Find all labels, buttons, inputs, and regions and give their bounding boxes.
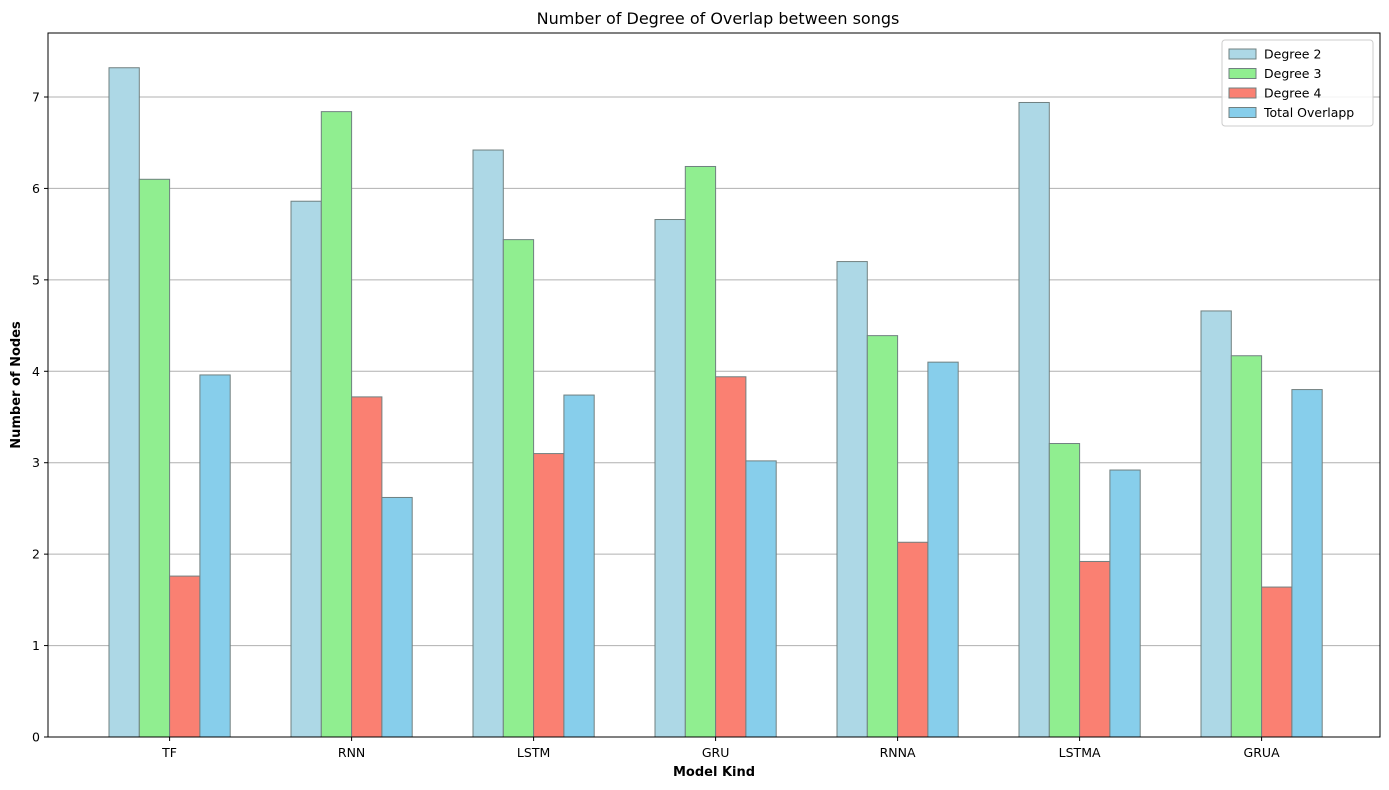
bar-lstma-series-4	[1109, 469, 1141, 738]
y-tick-label: 2	[32, 547, 40, 562]
bars	[108, 67, 1323, 738]
x-tick-label-gru: GRU	[702, 745, 730, 760]
legend-swatch-1	[1228, 48, 1257, 60]
x-tick-label-rnn: RNN	[338, 745, 365, 760]
bar-rnna-series-4	[927, 361, 959, 738]
bar-rnn-series-4	[381, 496, 413, 738]
bar-tf-series-3	[169, 575, 201, 738]
bar-tf-series-2	[138, 178, 171, 738]
bar-gru-series-4	[745, 460, 777, 738]
legend-frame	[1221, 39, 1374, 127]
bar-rnn-series-1	[290, 200, 322, 738]
chart-title: Number of Degree of Overlap between song…	[537, 9, 900, 28]
x-tick-label-rnna: RNNA	[880, 745, 916, 760]
bar-grua-series-3	[1261, 586, 1293, 738]
bar-rnna-series-1	[836, 261, 868, 738]
bar-lstma-series-2	[1048, 443, 1081, 738]
bar-lstm-series-4	[563, 394, 595, 738]
legend: Degree 2 Degree 3 Degree 4 Total Overlapp	[1221, 39, 1374, 127]
y-axis-label: Number of Nodes	[9, 321, 24, 449]
bar-gru-series-3	[715, 376, 747, 738]
bar-gru-series-1	[654, 219, 686, 738]
x-tick-label-grua: GRUA	[1244, 745, 1281, 760]
bar-lstma-series-3	[1079, 560, 1111, 738]
x-tick-label-lstma: LSTMA	[1059, 745, 1101, 760]
bar-lstm-series-3	[533, 453, 565, 738]
bar-lstm-series-1	[472, 149, 504, 738]
y-tick-label: 4	[32, 364, 40, 379]
plot-frame	[47, 32, 1381, 738]
legend-label-1: Degree 2	[1264, 47, 1321, 62]
legend-swatch-3	[1228, 87, 1257, 99]
legend-swatch-2	[1228, 68, 1257, 79]
bar-rnna-series-2	[866, 335, 899, 738]
bar-tf-series-1	[108, 67, 140, 738]
y-tick-label: 3	[32, 455, 40, 470]
bar-rnn-series-3	[351, 396, 383, 738]
bar-grua-series-4	[1291, 389, 1323, 738]
bar-grua-series-2	[1230, 355, 1263, 738]
bar-lstm-series-2	[502, 239, 535, 738]
bar-tf-series-4	[199, 374, 231, 738]
bar-grua-series-1	[1200, 310, 1232, 738]
y-tick-label: 6	[32, 181, 40, 196]
y-tick-label: 5	[32, 272, 40, 287]
legend-swatch-4	[1228, 107, 1257, 118]
x-axis-label: Model Kind	[673, 765, 755, 780]
bar-lstma-series-1	[1018, 101, 1050, 738]
legend-label-2: Degree 3	[1264, 66, 1321, 81]
x-tick-label-lstm: LSTM	[517, 745, 550, 760]
y-tick-label: 1	[32, 638, 40, 653]
bar-rnna-series-3	[897, 541, 929, 738]
y-axis-ticks: 0 1 2 3 4 5 6 7	[32, 90, 48, 745]
bar-gru-series-2	[684, 165, 717, 738]
x-tick-label-tf: TF	[161, 745, 177, 760]
x-axis-ticks: TF RNN LSTM GRU RNNA LSTMA GRUA	[161, 737, 1280, 760]
y-tick-label: 7	[32, 90, 40, 105]
legend-label-4: Total Overlapp	[1263, 105, 1354, 120]
bar-rnn-series-2	[320, 111, 353, 738]
y-tick-label: 0	[32, 730, 40, 745]
legend-label-3: Degree 4	[1264, 86, 1321, 101]
